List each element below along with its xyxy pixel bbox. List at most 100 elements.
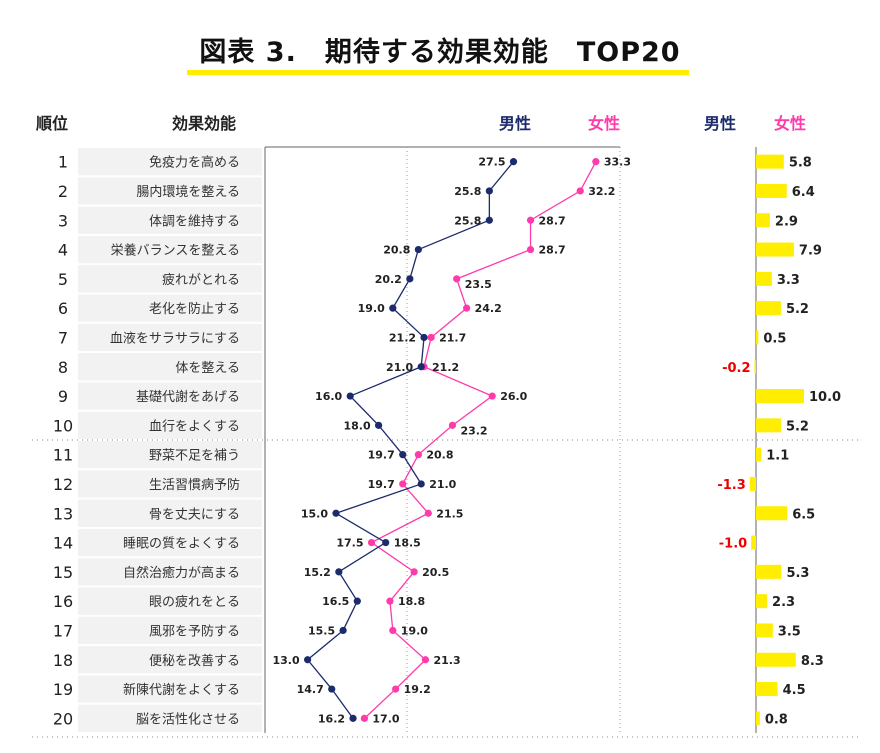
diff-bar (751, 535, 756, 550)
row-band (78, 587, 262, 615)
diff-bar (756, 183, 787, 198)
diff-value-label: 0.8 (765, 712, 788, 727)
row-band (78, 704, 262, 732)
item-label: 野菜不足を補う (149, 449, 240, 464)
diff-value-label: 5.2 (786, 419, 809, 434)
row-band (78, 353, 262, 381)
female-point (360, 714, 368, 722)
female-value-label: 20.5 (422, 566, 449, 579)
diff-value-label: 8.3 (801, 654, 824, 669)
diff-bar (756, 594, 768, 609)
diff-value-label: 2.3 (772, 595, 795, 610)
diff-value-label: 6.4 (792, 185, 815, 200)
rank-label: 20 (53, 709, 73, 728)
diff-bar (756, 564, 782, 579)
title-underline (187, 70, 689, 75)
row-band (78, 235, 262, 264)
diff-value-label: 4.5 (783, 683, 806, 698)
diff-bar (756, 242, 794, 257)
item-label: 体を整える (175, 361, 240, 376)
male-point (389, 304, 397, 312)
item-label: 生活習慣病予防 (149, 477, 240, 493)
female-value-label: 17.5 (336, 537, 363, 550)
row-band (78, 646, 262, 674)
diff-value-label: 0.5 (763, 331, 786, 346)
diff-bar (756, 389, 804, 404)
diff-value-label: 3.5 (778, 624, 801, 639)
row-band (78, 528, 262, 557)
male-point (485, 216, 493, 224)
female-point (526, 245, 535, 254)
female-value-label: 28.7 (539, 214, 566, 227)
male-value-label: 14.7 (297, 683, 324, 696)
diff-value-label: 1.1 (766, 449, 789, 464)
rank-label: 5 (58, 270, 68, 289)
male-value-label: 16.5 (322, 595, 349, 608)
item-label: 骨を丈夫にする (149, 507, 240, 522)
male-value-label: 20.8 (383, 244, 410, 257)
rank-label: 16 (53, 592, 73, 611)
diff-value-label: -0.2 (722, 361, 750, 376)
male-value-label: 16.2 (318, 712, 345, 725)
rank-label: 9 (58, 387, 68, 406)
row-band (78, 382, 262, 410)
diff-bar (756, 330, 759, 345)
row-band (78, 558, 262, 586)
item-label: 腸内環境を整える (136, 184, 240, 200)
female-value-label: 21.5 (436, 507, 463, 520)
male-point (349, 714, 357, 722)
male-value-label: 21.0 (386, 361, 413, 374)
male-point (485, 187, 493, 195)
rank-label: 11 (53, 446, 73, 465)
rank-label: 18 (53, 651, 73, 670)
row-band (78, 206, 262, 234)
item-label: 脳を活性化させる (136, 712, 240, 727)
row-band (78, 411, 262, 439)
male-point (414, 245, 422, 254)
row-band (78, 294, 262, 322)
rank-label: 4 (58, 241, 68, 260)
rank-label: 14 (53, 534, 73, 553)
item-label: 栄養バランスを整える (111, 243, 240, 259)
item-label: 血行をよくする (149, 419, 240, 434)
female-point (424, 509, 432, 517)
male-value-label: 21.2 (389, 331, 416, 344)
male-point (304, 656, 312, 664)
female-point (410, 568, 418, 576)
male-value-label: 18.5 (394, 537, 421, 550)
female-value-label: 19.2 (404, 683, 431, 696)
female-value-label: 23.5 (465, 278, 492, 291)
diff-value-label: 5.8 (789, 156, 812, 171)
male-point (339, 626, 347, 635)
diff-bar (756, 418, 781, 433)
female-point (592, 158, 600, 166)
row-band (78, 441, 262, 469)
item-label: 睡眠の質をよくする (123, 537, 240, 552)
header-female: 女性 (588, 114, 621, 133)
male-value-label: 15.0 (301, 507, 328, 520)
diff-bar (754, 359, 756, 374)
row-band (78, 323, 262, 352)
female-point (389, 626, 397, 635)
female-value-label: 19.7 (368, 478, 395, 491)
row-band (78, 177, 262, 205)
male-point (335, 568, 343, 576)
male-value-label: 16.0 (315, 390, 342, 403)
male-value-label: 27.5 (478, 156, 505, 169)
male-point (417, 480, 425, 488)
male-point (399, 451, 407, 459)
female-point (367, 538, 376, 547)
female-value-label: 21.7 (439, 331, 466, 344)
diff-value-label: 5.3 (786, 566, 809, 581)
male-point (332, 509, 340, 517)
female-value-label: 32.2 (588, 185, 615, 198)
diff-bar (756, 623, 773, 638)
rank-label: 17 (53, 621, 73, 640)
item-label: 眼の疲れをとる (149, 594, 240, 610)
diff-value-label: 2.9 (775, 214, 798, 229)
male-point (346, 392, 354, 400)
male-value-label: 21.0 (429, 478, 456, 491)
female-value-label: 21.2 (432, 361, 459, 374)
item-label: 老化を防止する (149, 301, 240, 317)
